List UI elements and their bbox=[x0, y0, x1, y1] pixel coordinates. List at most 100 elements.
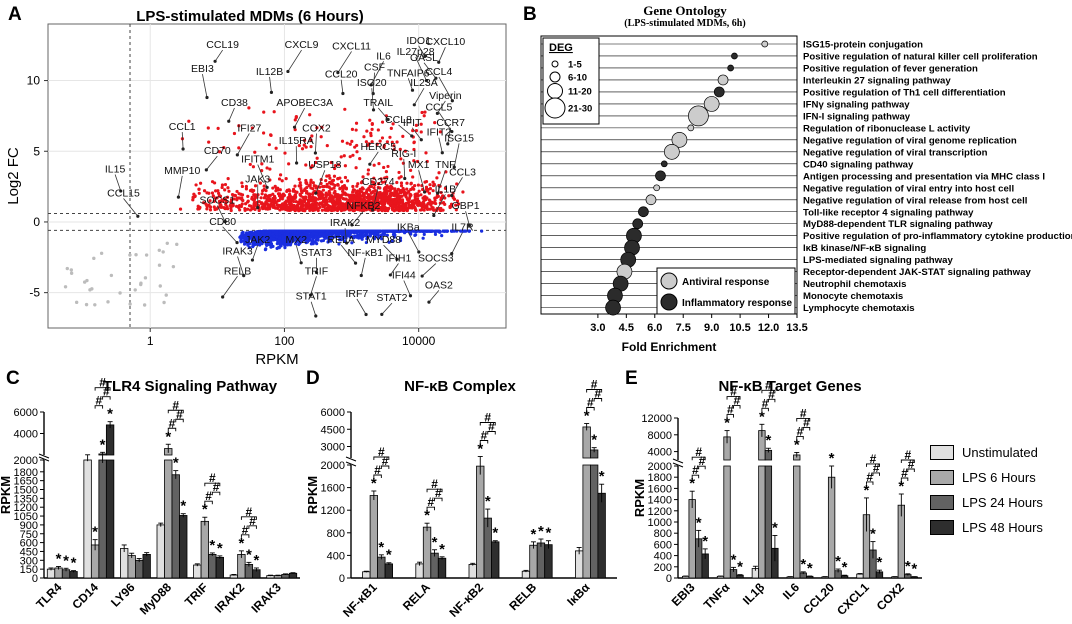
up-point bbox=[287, 162, 291, 166]
gene-label: IL23A bbox=[410, 77, 437, 89]
up-point bbox=[392, 208, 396, 213]
significance-hash: # bbox=[695, 445, 702, 459]
bar bbox=[127, 555, 136, 579]
down-point bbox=[452, 229, 457, 233]
up-point bbox=[405, 187, 409, 191]
significance-hash: # bbox=[904, 448, 911, 462]
up-point bbox=[395, 180, 399, 185]
gene-label: USP18 bbox=[308, 159, 341, 171]
down-point bbox=[268, 230, 272, 235]
down-point bbox=[377, 229, 381, 233]
up-point bbox=[339, 155, 343, 159]
down-point bbox=[436, 229, 441, 233]
bar bbox=[589, 464, 599, 579]
low-expression-point bbox=[171, 264, 176, 269]
significance-star: * bbox=[737, 559, 743, 576]
up-point bbox=[328, 176, 332, 180]
go-term-label: LPS-mediated signaling pathway bbox=[803, 255, 953, 266]
up-point bbox=[368, 118, 372, 122]
up-point bbox=[253, 207, 257, 212]
up-point bbox=[380, 201, 384, 205]
significance-star: * bbox=[905, 558, 911, 575]
up-point bbox=[320, 200, 325, 205]
up-point bbox=[412, 140, 416, 144]
up-point bbox=[435, 176, 439, 180]
significance-hash: # bbox=[99, 376, 106, 390]
gene-label: IFI44 bbox=[392, 270, 416, 282]
up-point bbox=[425, 159, 429, 164]
up-point bbox=[311, 181, 315, 185]
down-point bbox=[315, 229, 319, 233]
up-point bbox=[310, 192, 315, 196]
down-point bbox=[390, 239, 394, 243]
gene-label: ISG15 bbox=[444, 132, 474, 144]
down-point bbox=[256, 242, 260, 246]
x-tick-label: RELB bbox=[506, 580, 539, 613]
down-point bbox=[309, 242, 313, 246]
down-point bbox=[246, 236, 250, 240]
annotated-point bbox=[204, 168, 208, 172]
legend-item-unstimulated: Unstimulated bbox=[930, 440, 1043, 465]
up-point bbox=[413, 183, 417, 188]
up-point bbox=[366, 168, 371, 172]
gene-label: CCL19 bbox=[206, 39, 239, 51]
gene-label: MMP10 bbox=[164, 165, 200, 177]
up-point bbox=[314, 198, 318, 202]
down-point bbox=[397, 229, 401, 233]
down-point bbox=[294, 242, 298, 246]
gene-label: RELB bbox=[224, 265, 251, 277]
up-point bbox=[286, 208, 291, 212]
down-point bbox=[281, 236, 285, 241]
up-point bbox=[396, 202, 400, 206]
y-axis-label: RPKM bbox=[632, 479, 647, 517]
annotated-point bbox=[432, 213, 436, 218]
gene-label: IL15 bbox=[105, 163, 126, 175]
up-point bbox=[377, 162, 381, 166]
up-point bbox=[433, 121, 437, 125]
down-point bbox=[321, 238, 326, 243]
up-point bbox=[325, 208, 329, 212]
low-expression-point bbox=[164, 293, 168, 297]
up-point bbox=[344, 193, 348, 197]
up-point bbox=[324, 191, 328, 195]
down-point bbox=[445, 229, 449, 233]
y-tick-label: 10 bbox=[27, 74, 41, 88]
plot-frame bbox=[47, 23, 507, 329]
down-point bbox=[382, 232, 387, 237]
down-point bbox=[250, 232, 254, 236]
up-point bbox=[220, 185, 224, 190]
low-expression-point bbox=[128, 302, 132, 306]
gene-label: IRAK3 bbox=[222, 245, 253, 257]
up-point bbox=[354, 121, 359, 125]
annotated-point bbox=[299, 261, 303, 265]
gene-label: GBP1 bbox=[452, 200, 480, 212]
bar-legend: Unstimulated LPS 6 Hours LPS 24 Hours LP… bbox=[930, 440, 1043, 540]
go-term-bubble bbox=[653, 184, 661, 192]
panel-b-title: Gene Ontology bbox=[643, 3, 727, 18]
up-point bbox=[229, 206, 233, 210]
up-point bbox=[350, 139, 354, 143]
y-tick-label: 2000 bbox=[321, 460, 345, 472]
down-point bbox=[265, 242, 270, 246]
gene-label: SOCS3 bbox=[418, 253, 454, 265]
up-point bbox=[240, 202, 244, 206]
up-point bbox=[325, 174, 329, 178]
bar bbox=[208, 553, 217, 579]
down-point bbox=[307, 233, 311, 237]
up-point bbox=[364, 190, 369, 194]
down-point bbox=[318, 232, 322, 236]
down-point bbox=[322, 233, 326, 237]
down-point bbox=[351, 229, 355, 233]
down-point bbox=[240, 235, 244, 239]
low-expression-point bbox=[69, 271, 74, 275]
up-point bbox=[223, 182, 228, 187]
bar bbox=[171, 474, 180, 579]
down-point bbox=[246, 231, 250, 235]
significance-star: * bbox=[599, 468, 605, 485]
up-point bbox=[341, 187, 345, 192]
up-point bbox=[428, 183, 432, 187]
up-point bbox=[439, 206, 443, 211]
up-point bbox=[297, 177, 301, 181]
up-point bbox=[434, 201, 438, 206]
up-point bbox=[251, 165, 256, 169]
